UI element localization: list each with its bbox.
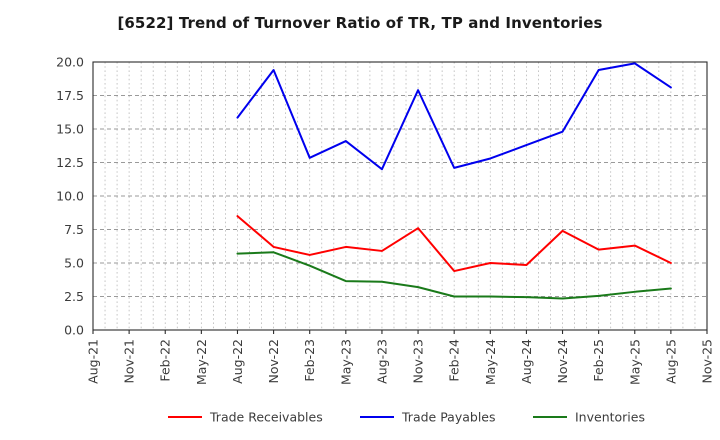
x-axis-ticks: Aug-21 Nov-21 Feb-22 May-22 Aug-22 Nov-22 Feb-… [86, 330, 715, 385]
x-axis-tick-label: Nov-24 [555, 339, 570, 384]
y-axis-tick-label: 20.0 [56, 55, 84, 70]
y-axis-tick-label: 15.0 [56, 122, 84, 137]
data-series-group [236, 62, 672, 300]
x-axis-tick-label: May-22 [194, 339, 209, 385]
x-axis-tick-label: Nov-23 [411, 339, 426, 383]
y-axis-tick-label: 0.0 [64, 323, 84, 338]
x-axis-tick-label: Feb-22 [158, 339, 173, 382]
x-axis-tick-label: May-23 [338, 339, 353, 385]
x-axis-tick-label: Aug-24 [519, 339, 534, 384]
plot-frame [92, 61, 708, 331]
x-axis-tick-label: Aug-23 [374, 339, 389, 384]
y-axis-tick-label: 7.5 [64, 222, 84, 237]
y-axis-tick-label: 5.0 [64, 256, 84, 271]
x-axis-tick-label: Feb-23 [302, 339, 317, 382]
x-axis-tick-label: Aug-22 [230, 339, 245, 384]
y-axis-tick-label: 10.0 [56, 189, 84, 204]
x-axis-tick-label: May-24 [483, 339, 498, 385]
x-axis-tick-label: Aug-21 [86, 339, 101, 384]
x-axis-tick-label: Nov-21 [122, 339, 137, 383]
x-axis-tick-label: Nov-25 [700, 339, 715, 383]
y-axis-tick-label: 12.5 [56, 155, 84, 170]
minor-gridlines [104, 62, 696, 330]
y-axis-ticks: 0.0 2.5 5.0 7.5 10.0 12.5 15.0 17.5 20.0 [56, 55, 84, 338]
x-axis-tick-label: Nov-22 [266, 339, 281, 383]
y-axis-tick-label: 17.5 [56, 88, 84, 103]
x-axis-tick-label: Feb-25 [591, 339, 606, 382]
series-line-trade-payables [236, 62, 672, 171]
y-axis-tick-label: 2.5 [64, 289, 84, 304]
major-gridlines [93, 95, 707, 297]
series-line-trade-receivables [236, 215, 672, 273]
legend-label-trade-payables: Trade Payables [401, 410, 496, 425]
chart-legend: Trade Receivables Trade Payables Inventori… [168, 410, 645, 425]
x-axis-tick-label: Feb-24 [447, 339, 462, 382]
x-axis-tick-label: Aug-25 [663, 339, 678, 384]
legend-label-trade-receivables: Trade Receivables [209, 410, 323, 425]
legend-label-inventories: Inventories [575, 410, 645, 425]
series-line-inventories [236, 251, 672, 300]
chart-title: [6522] Trend of Turnover Ratio of TR, TP… [117, 14, 603, 32]
x-axis-tick-label: May-25 [627, 339, 642, 385]
